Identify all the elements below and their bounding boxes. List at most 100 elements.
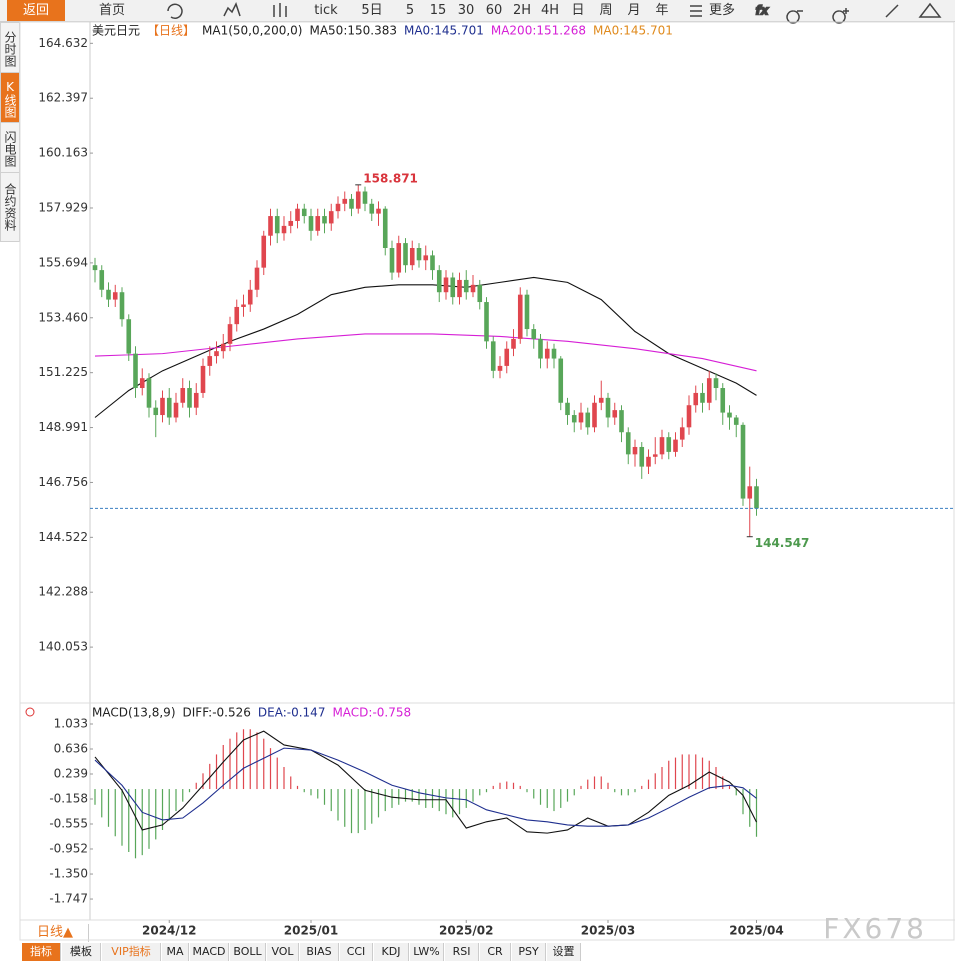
bottom-tab[interactable]: KDJ	[374, 943, 409, 961]
toolbar-button[interactable]: 周	[599, 3, 613, 18]
side-tab[interactable]: K线图	[0, 72, 20, 126]
candle-body	[301, 208, 307, 217]
candle-body	[544, 348, 550, 359]
bottom-tab[interactable]: MA	[162, 943, 189, 961]
legend-item: MA0:145.701	[593, 24, 673, 38]
candle-body	[436, 270, 442, 293]
legend-item: DEA:-0.147	[258, 706, 326, 720]
toolbar-button[interactable]: 日	[571, 3, 585, 18]
toolbar-button[interactable]: 年	[655, 3, 669, 18]
candle-body	[632, 446, 638, 455]
candle-body	[659, 437, 665, 455]
x-tick-label: 2025/02	[439, 924, 493, 938]
toolbar-button[interactable]: 4H	[540, 3, 560, 18]
candle-body	[180, 388, 186, 403]
candle-body	[443, 277, 449, 293]
candle-body	[423, 255, 429, 261]
period-label[interactable]: 日线▲	[22, 924, 89, 942]
bottom-tab[interactable]: BIAS	[300, 943, 339, 961]
y-tick-label: 140.053	[38, 640, 88, 654]
bottom-tab[interactable]: 设置	[547, 943, 581, 961]
candle-body	[234, 306, 240, 325]
candle-body	[706, 378, 712, 403]
candle-body	[153, 407, 159, 416]
bottom-tab[interactable]: RSI	[445, 943, 479, 961]
side-tab[interactable]: 分时图	[0, 22, 20, 76]
candle-body	[396, 243, 402, 273]
bottom-tab[interactable]: MACD	[190, 943, 229, 961]
candle-body	[733, 417, 739, 425]
x-tick-label: 2024/12	[142, 924, 196, 938]
bottom-tab[interactable]: VOL	[267, 943, 299, 961]
candle-body	[119, 292, 125, 320]
candle-body	[673, 439, 678, 452]
candle-body	[99, 270, 105, 290]
candle-body	[166, 397, 172, 418]
legend-item: MA1(50,0,200,0)	[202, 24, 302, 38]
macd-line	[94, 730, 757, 834]
candle-body	[241, 304, 246, 307]
toolbar-button[interactable]: 5	[405, 3, 415, 18]
candle-body	[139, 378, 145, 389]
bottom-tab[interactable]: CCI	[340, 943, 373, 961]
y-tick-label: 160.163	[38, 146, 88, 160]
candle-body	[477, 284, 483, 303]
toolbar-button[interactable]: 首页	[98, 3, 126, 18]
bottom-tab[interactable]: BOLL	[230, 943, 266, 961]
candle-body	[517, 294, 523, 339]
bottom-tab[interactable]: PSY	[512, 943, 546, 961]
candle-body	[308, 216, 314, 231]
toolbar-button[interactable]: 返回	[7, 0, 65, 21]
candle-body	[133, 353, 138, 389]
candle-body	[484, 302, 489, 342]
legend-item: DIFF:-0.526	[183, 706, 251, 720]
watermark: FX678	[823, 912, 927, 945]
toolbar-button[interactable]: 2H	[512, 3, 532, 18]
y-tick-label: 155.694	[38, 255, 88, 269]
y-tick-label: -0.952	[49, 841, 88, 855]
toolbar-button[interactable]: 15	[429, 3, 447, 18]
candle-body	[112, 292, 118, 300]
toolbar-button[interactable]: tick	[314, 3, 338, 18]
toolbar-button[interactable]: 5日	[361, 3, 383, 18]
y-tick-label: 148.991	[38, 420, 88, 434]
y-tick-label: 151.225	[38, 365, 88, 379]
bottom-tab[interactable]: CR	[480, 943, 511, 961]
bottom-tab[interactable]: 指标	[22, 943, 61, 961]
side-tab[interactable]: 闪电图	[0, 122, 20, 176]
y-tick-label: 157.929	[38, 200, 88, 214]
candle-body	[288, 220, 294, 226]
candle-body	[511, 338, 516, 349]
y-tick-label: 144.522	[38, 530, 88, 544]
y-tick-label: 162.397	[38, 91, 88, 105]
candle-body	[146, 378, 152, 408]
candle-body	[274, 216, 280, 234]
toolbar-button[interactable]: 30	[457, 3, 475, 18]
candle-body	[679, 427, 685, 440]
candle-body	[362, 191, 368, 204]
toolbar-button[interactable]: 更多	[708, 3, 736, 18]
bottom-tab[interactable]: LW%	[410, 943, 444, 961]
candle-body	[295, 208, 300, 221]
bottom-tab[interactable]: VIP指标	[102, 943, 161, 961]
candle-body	[193, 392, 199, 408]
toolbar-button[interactable]: 60	[485, 3, 503, 18]
side-tab[interactable]: 合约资料	[0, 172, 20, 242]
candle-body	[160, 397, 165, 416]
candle-body	[227, 324, 233, 344]
candle-body	[382, 208, 388, 248]
candle-body	[754, 486, 759, 509]
candle-body	[571, 415, 577, 423]
candle-body	[551, 348, 557, 359]
candle-body	[403, 243, 408, 266]
y-tick-label: 164.632	[38, 36, 88, 50]
legend-item: MA0:145.701	[404, 24, 484, 38]
bottom-tab[interactable]: 模板	[62, 943, 101, 961]
candle-body	[322, 216, 327, 224]
toolbar-button[interactable]: 月	[627, 3, 641, 18]
candle-body	[700, 392, 705, 403]
frame	[19, 21, 955, 941]
candle-body	[106, 289, 111, 300]
y-tick-label: 153.460	[38, 310, 88, 324]
candle-body	[612, 410, 618, 418]
